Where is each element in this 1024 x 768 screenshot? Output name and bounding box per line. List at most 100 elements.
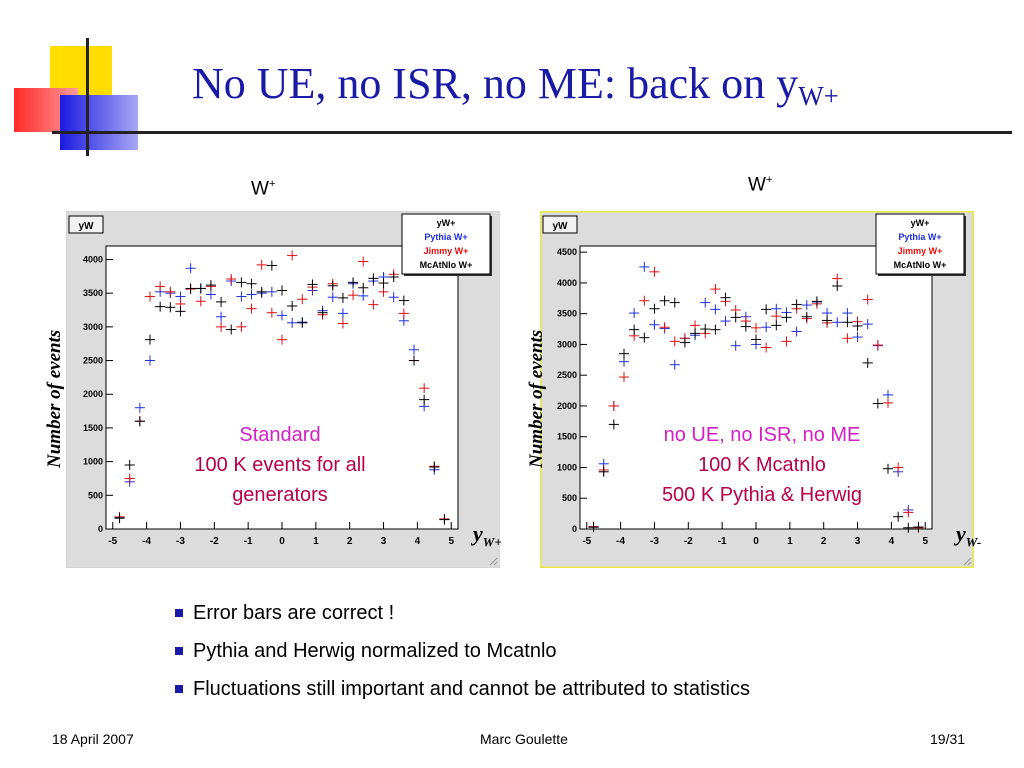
hist-title-text: yW: [79, 221, 95, 232]
data-point: [730, 312, 741, 323]
y-tick-label: 1000: [83, 457, 103, 467]
data-point: [913, 522, 924, 533]
data-point: [791, 326, 802, 337]
data-point: [771, 320, 782, 331]
data-point: [236, 321, 247, 332]
legend-entry: Jimmy W+: [898, 246, 943, 256]
data-point: [398, 295, 409, 306]
data-point: [639, 261, 650, 272]
data-point: [710, 284, 721, 295]
data-point: [618, 372, 630, 383]
y-tick-label: 2500: [83, 356, 103, 366]
data-point: [246, 303, 257, 314]
y-tick-label: 2000: [83, 389, 103, 399]
data-point: [842, 317, 853, 328]
data-point: [205, 280, 216, 291]
x-tick-label: -4: [616, 536, 625, 547]
data-point: [801, 311, 812, 322]
logo-vertical-line: [86, 38, 89, 156]
y-tick-label: 0: [572, 524, 577, 534]
data-point: [832, 317, 843, 328]
data-point: [791, 299, 802, 310]
data-point: [649, 319, 660, 330]
x-tick-label: 3: [381, 536, 387, 547]
y-tick-label: 4500: [557, 247, 577, 257]
x-tick-label: -1: [718, 536, 727, 547]
legend-entry: Pythia W+: [898, 232, 941, 242]
data-point: [439, 514, 450, 525]
data-point: [649, 266, 660, 277]
x-tick-label: 3: [855, 536, 861, 547]
data-point: [608, 419, 619, 430]
plot-area: [579, 245, 933, 530]
right-x-axis-label: yW-: [956, 521, 982, 550]
y-tick-label: 4000: [557, 278, 577, 288]
y-tick-label: 1000: [557, 462, 577, 472]
y-tick-label: 1500: [83, 423, 103, 433]
data-point: [882, 463, 894, 474]
right-annotation-line-1: no UE, no ISR, no ME: [663, 424, 861, 446]
data-point: [832, 280, 843, 291]
data-point: [287, 317, 298, 328]
y-tick-label: 500: [88, 490, 103, 500]
data-point: [842, 308, 853, 319]
data-point: [710, 324, 721, 335]
data-point: [862, 319, 873, 330]
data-point: [872, 398, 883, 409]
data-point: [348, 290, 359, 301]
data-point: [429, 462, 440, 473]
data-point: [761, 322, 772, 333]
left-annotation: Standard 100 K events for all generators: [160, 420, 400, 510]
data-point: [639, 295, 650, 306]
data-point: [740, 321, 751, 332]
data-point: [226, 324, 237, 335]
data-point: [297, 294, 308, 305]
data-point: [144, 334, 156, 345]
data-point: [822, 315, 833, 326]
y-tick-label: 500: [562, 493, 577, 503]
left-histogram-panel: yW yW+ Pythia W+ Jimmy W+ McAtNlo W+ -5 -4 -3 -2…: [66, 211, 500, 568]
data-point: [669, 359, 680, 370]
data-point: [893, 462, 904, 473]
right-histogram-panel: yW yW+ Pythia W+ Jimmy W+ McAtNlo W+ -5 -4 -3 -2…: [540, 211, 974, 568]
data-point: [639, 332, 650, 343]
footer-author: Marc Goulette: [480, 731, 568, 747]
data-point: [368, 273, 379, 284]
data-point: [297, 317, 308, 328]
data-point: [852, 332, 863, 343]
data-point: [155, 281, 166, 292]
bullet-square-icon: [175, 609, 183, 617]
data-point: [327, 280, 338, 291]
title-underline: [52, 131, 1012, 134]
data-point: [730, 340, 741, 351]
right-annotation-line-3: 500 K Pythia & Herwig: [661, 484, 863, 506]
bullet-square-icon: [175, 685, 183, 693]
data-point: [368, 299, 379, 310]
y-tick-label: 3500: [557, 309, 577, 319]
data-point: [720, 316, 731, 327]
right-panel-heading: W+: [748, 174, 773, 196]
data-point: [659, 295, 670, 306]
data-point: [175, 306, 186, 317]
data-point: [388, 271, 399, 282]
data-point: [903, 507, 914, 518]
legend-entry: McAtNlo W+: [420, 260, 473, 270]
data-point: [679, 337, 690, 348]
x-tick-label: -4: [142, 536, 151, 547]
data-point: [337, 318, 348, 329]
data-point: [761, 304, 772, 315]
data-point: [408, 355, 420, 366]
legend-entry: McAtNlo W+: [894, 260, 947, 270]
data-point: [195, 283, 206, 294]
data-point: [801, 300, 812, 311]
data-point: [266, 286, 277, 297]
data-point: [358, 282, 369, 293]
x-tick-label: -2: [210, 536, 219, 547]
data-point: [155, 301, 166, 312]
bullet-item: Fluctuations still important and cannot …: [175, 676, 750, 714]
data-point: [256, 286, 267, 297]
legend-box: [401, 213, 491, 275]
data-point: [216, 311, 227, 322]
data-point: [144, 291, 156, 302]
x-tick-label: 5: [448, 536, 454, 547]
